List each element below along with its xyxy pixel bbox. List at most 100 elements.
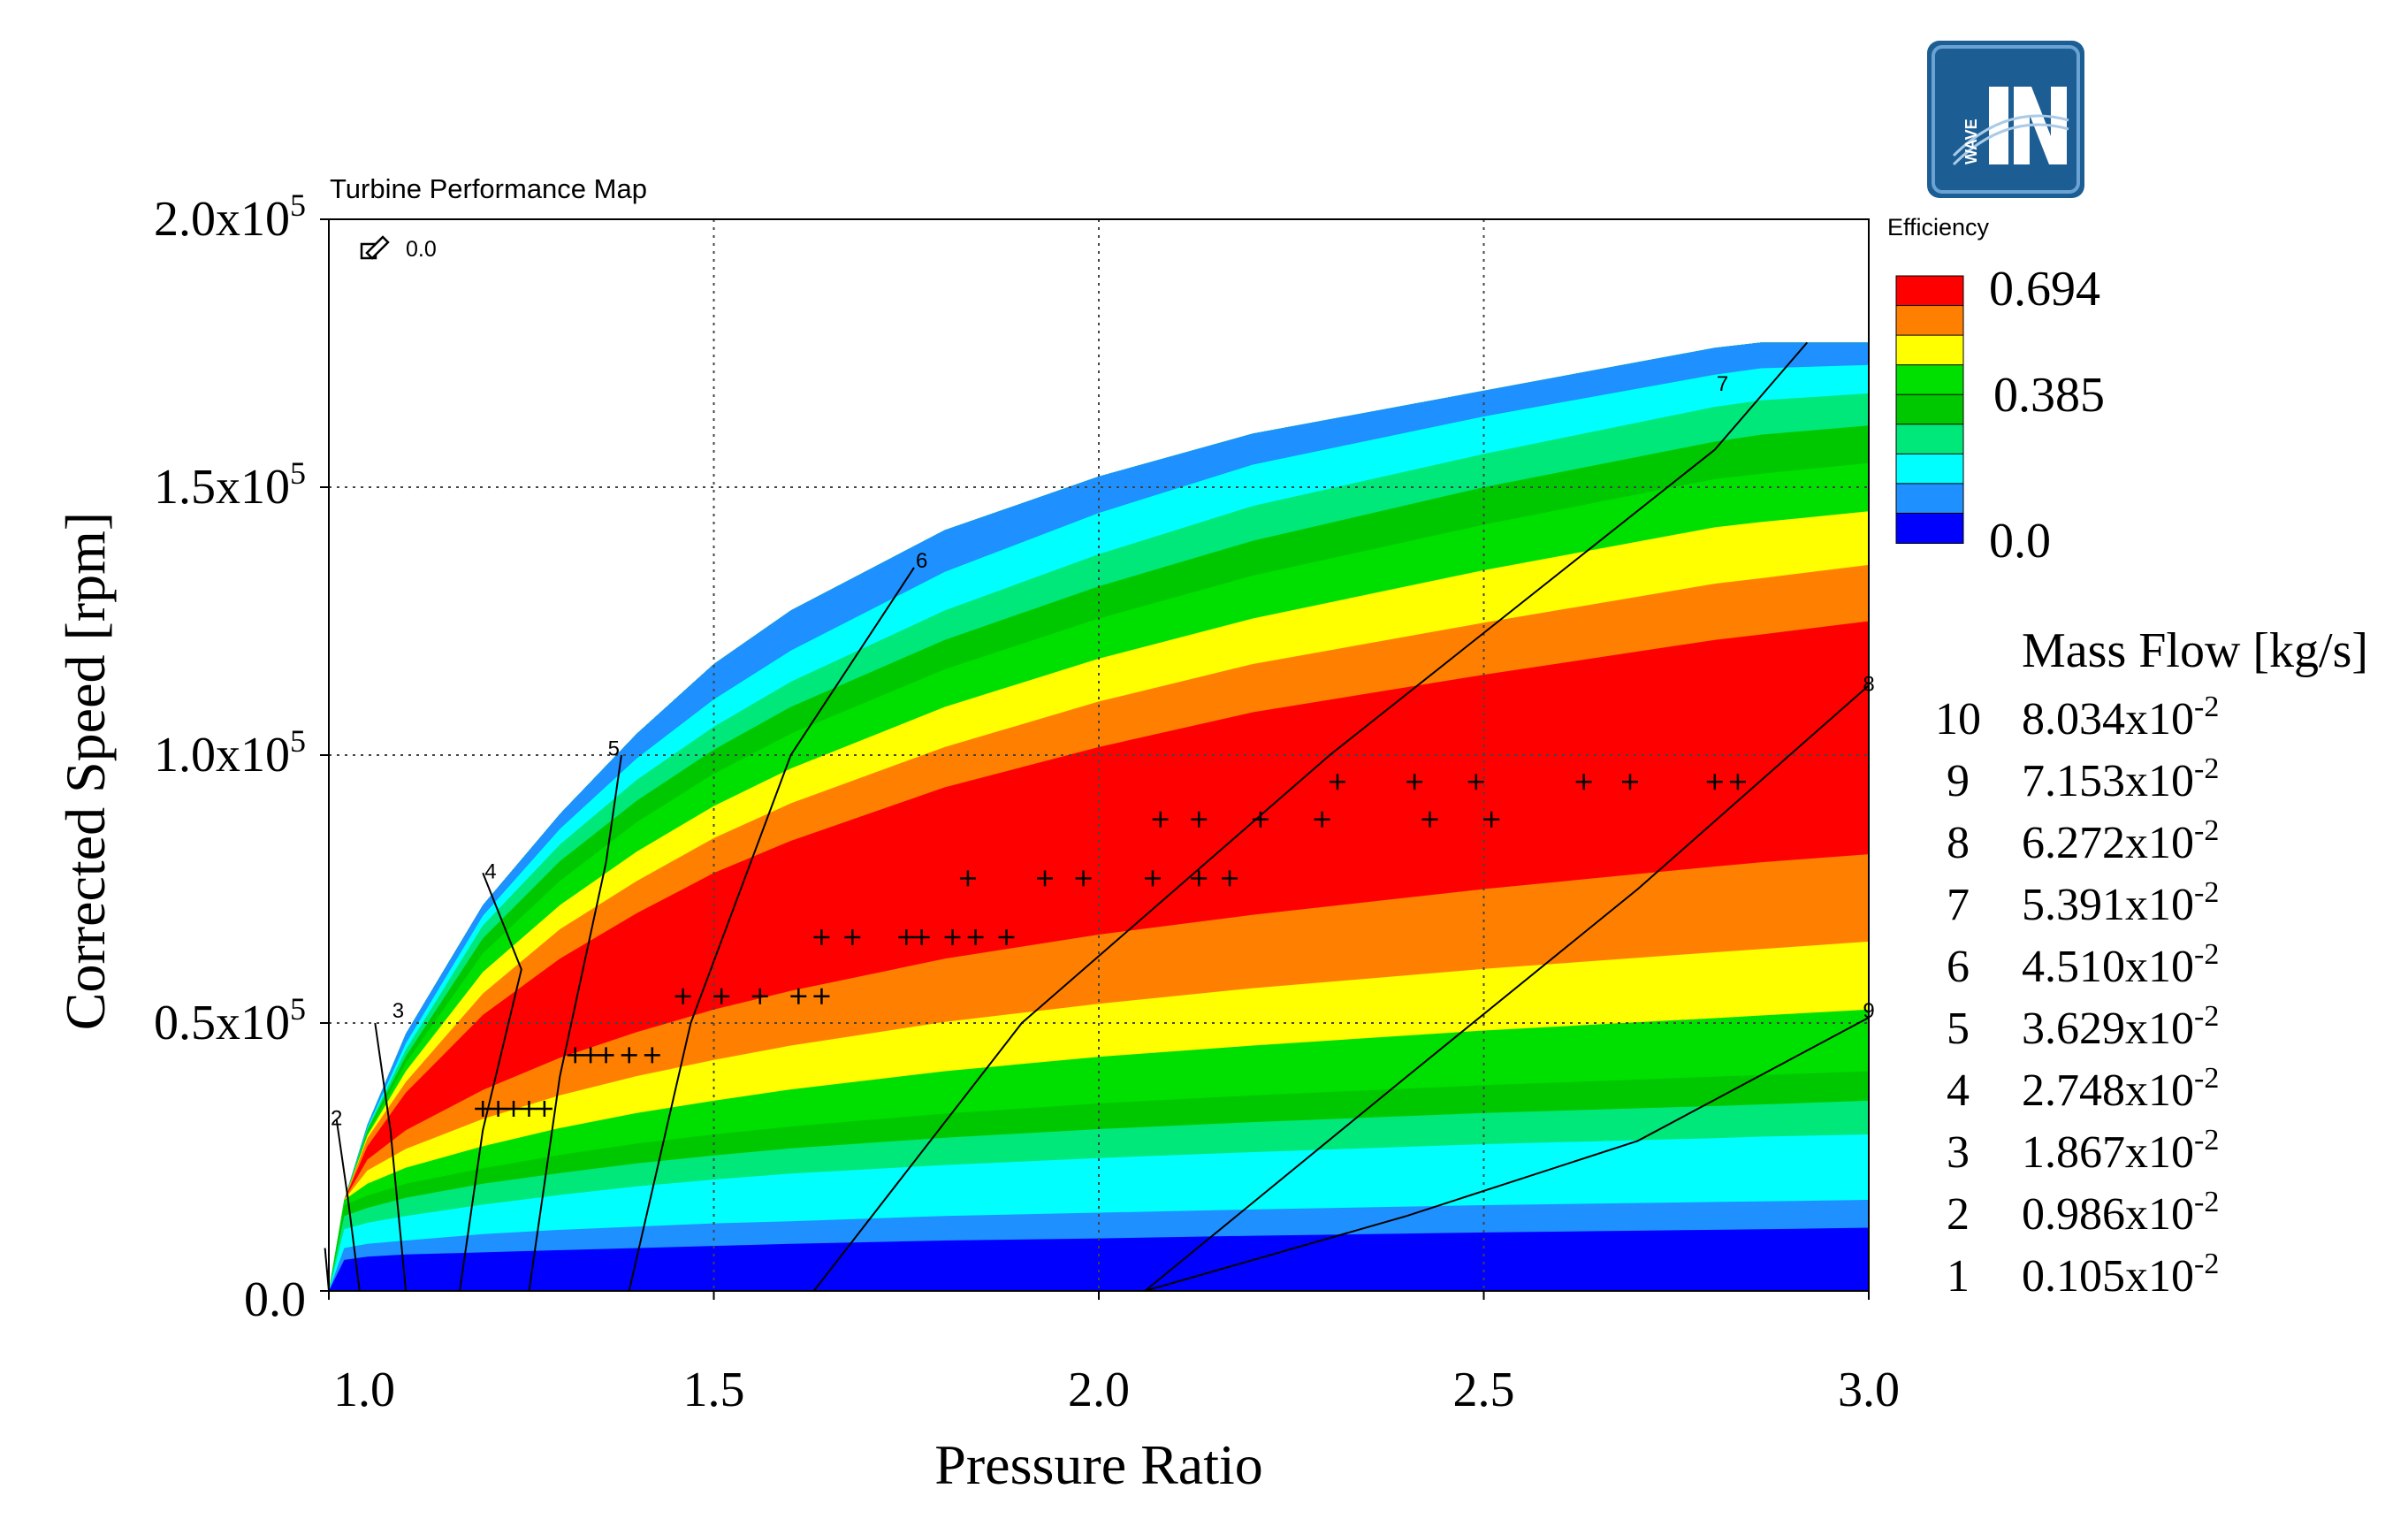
measured-point	[1144, 870, 1161, 887]
measured-point	[506, 1100, 522, 1117]
measured-point	[1421, 811, 1438, 828]
x-axis-ticks: 1.0 1.5 2.0 2.5 3.0	[328, 1291, 1900, 1417]
wave-logo: WAVE	[1927, 41, 2084, 198]
mass-flow-line-6	[628, 567, 915, 1292]
mass-flow-entries: 10 8.034x10-2 9 7.153x10-2 8 6.272x10-2 7 5.391…	[1935, 691, 2219, 1302]
line-number-label: 4	[484, 860, 496, 884]
measured-point	[1191, 811, 1208, 828]
mass-flow-entry-value: 5.391x10-2	[2022, 876, 2219, 930]
x-tick-label: 3.0	[1838, 1363, 1900, 1417]
mass-flow-entry-value: 3.629x10-2	[2022, 1000, 2219, 1054]
mass-flow-entry-value: 7.153x10-2	[2022, 752, 2219, 806]
measured-point	[621, 1047, 637, 1064]
measured-point	[567, 1047, 583, 1064]
mass-flow-legend-title: Mass Flow [kg/s]	[2022, 623, 2368, 678]
mass-flow-line-7	[812, 341, 1809, 1292]
measured-point	[490, 1100, 507, 1117]
mass-flow-entry-id: 1	[1947, 1251, 1970, 1302]
y-axis-label: Corrected Speed [rpm]	[54, 512, 117, 1030]
zoom-readout[interactable]: 0.0	[360, 235, 437, 262]
mass-flow-entry-value: 0.105x10-2	[2022, 1248, 2219, 1302]
efficiency-swatch	[1895, 275, 1964, 307]
measured-point	[898, 929, 915, 946]
zoom-value: 0.0	[406, 237, 437, 262]
mass-flow-entry-id: 3	[1947, 1127, 1970, 1178]
mass-flow-entry-id: 10	[1935, 694, 1981, 744]
measured-point	[521, 1100, 537, 1117]
mass-flow-legend: Mass Flow [kg/s] 10 8.034x10-2 9 7.153x10-2…	[1935, 623, 2368, 1302]
x-tick-label: 1.0	[333, 1363, 395, 1417]
chart-title: Turbine Performance Map	[330, 173, 647, 204]
measured-point	[1075, 870, 1092, 887]
measured-point	[1222, 870, 1238, 887]
measured-point	[1729, 774, 1746, 790]
measured-point	[998, 929, 1015, 946]
efficiency-swatch	[1895, 512, 1964, 545]
measured-point	[967, 929, 984, 946]
mass-flow-entry-value: 8.034x10-2	[2022, 691, 2219, 744]
mass-flow-line-5	[528, 754, 622, 1292]
measured-point	[1330, 774, 1346, 790]
measured-points	[475, 774, 1746, 1117]
mass-flow-entry-id: 8	[1947, 818, 1970, 868]
efficiency-legend: Efficiency 0.694 0.385 0.0	[1887, 214, 2105, 569]
y-tick-label: 1.0x105	[154, 723, 306, 783]
measured-point	[844, 929, 861, 946]
measured-point	[583, 1047, 599, 1064]
measured-point	[1314, 811, 1330, 828]
efficiency-color-scale	[1895, 275, 1964, 545]
mass-flow-entry-id: 2	[1947, 1189, 1970, 1240]
measured-point	[790, 988, 807, 1004]
x-axis-label: Pressure Ratio	[934, 1433, 1263, 1496]
line-number-label: 2	[331, 1106, 342, 1130]
y-tick-label: 0.5x105	[154, 991, 306, 1050]
x-tick-label: 2.5	[1453, 1363, 1515, 1417]
y-tick-label: 0.0	[244, 1272, 306, 1327]
pencil-icon[interactable]	[360, 235, 390, 260]
x-tick-label: 2.0	[1068, 1363, 1130, 1417]
mass-flow-line-3	[374, 1022, 408, 1292]
efficiency-swatch	[1895, 393, 1964, 425]
measured-point	[713, 988, 730, 1004]
mass-flow-line-9	[1145, 1017, 1870, 1292]
efficiency-swatch	[1895, 334, 1964, 366]
y-tick-label: 2.0x105	[154, 187, 306, 247]
measured-point	[1621, 774, 1638, 790]
line-number-label: 6	[916, 549, 927, 573]
measured-point	[913, 929, 930, 946]
measured-point	[598, 1047, 614, 1064]
efficiency-swatch	[1895, 424, 1964, 455]
mass-flow-entry-value: 6.272x10-2	[2022, 814, 2219, 868]
measured-point	[1152, 811, 1169, 828]
mass-flow-entry-value: 2.748x10-2	[2022, 1062, 2219, 1116]
measured-point	[644, 1047, 660, 1064]
measured-point	[1483, 811, 1500, 828]
measured-point	[813, 988, 830, 1004]
measured-point	[475, 1100, 492, 1117]
efficiency-legend-title: Efficiency	[1887, 214, 1990, 241]
mass-flow-entry-id: 7	[1947, 880, 1970, 930]
mass-flow-entry-value: 1.867x10-2	[2022, 1124, 2219, 1178]
measured-point	[959, 870, 976, 887]
line-number-label: 3	[392, 999, 404, 1023]
measured-point	[1252, 811, 1269, 828]
mass-flow-line-2	[335, 1119, 361, 1292]
measured-point	[674, 988, 691, 1004]
measured-point	[1575, 774, 1592, 790]
measured-point	[1406, 774, 1423, 790]
line-number-label: 5	[608, 737, 620, 760]
efficiency-swatch	[1895, 305, 1964, 337]
efficiency-swatch	[1895, 453, 1964, 485]
mass-flow-line-8	[1144, 684, 1870, 1292]
measured-point	[536, 1100, 552, 1117]
efficiency-label-max: 0.694	[1989, 262, 2100, 317]
mass-flow-entry-id: 5	[1947, 1004, 1970, 1054]
measured-point	[1191, 870, 1208, 887]
grid	[329, 219, 1869, 1291]
measured-point	[1706, 774, 1723, 790]
measured-point	[1467, 774, 1484, 790]
mass-flow-entry-id: 9	[1947, 756, 1970, 806]
efficiency-label-mid: 0.385	[1993, 368, 2105, 423]
